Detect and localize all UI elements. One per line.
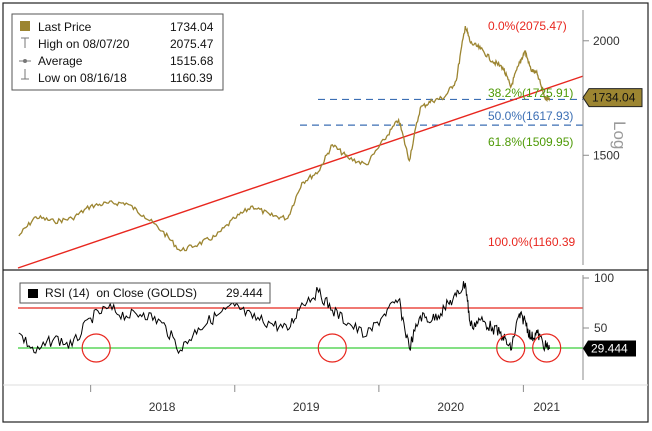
high-marker-icon bbox=[21, 37, 29, 48]
rsi-legend-value: 29.444 bbox=[226, 286, 263, 300]
low-marker-icon bbox=[21, 69, 29, 80]
legend-high-value: 2075.47 bbox=[170, 37, 214, 51]
rsi-legend-box bbox=[19, 282, 271, 304]
x-axis-ticks bbox=[90, 385, 524, 392]
fib-label-100: 100.0%(1160.39 bbox=[488, 235, 576, 249]
log-scale-label: Log bbox=[610, 121, 629, 149]
rsi-swatch-icon bbox=[28, 289, 38, 298]
x-label-2021: 2021 bbox=[533, 400, 560, 414]
legend-low-value: 1160.39 bbox=[170, 71, 213, 85]
legend-last-price-value: 1734.04 bbox=[170, 20, 214, 34]
rsi-low-circle bbox=[317, 333, 347, 363]
rsi-tick-label-100: 100 bbox=[594, 271, 614, 285]
x-label-2019: 2019 bbox=[293, 400, 320, 414]
legend-high-label: High on 08/07/20 bbox=[38, 37, 130, 51]
legend-average-value: 1515.68 bbox=[170, 54, 214, 68]
rsi-low-circle bbox=[496, 333, 526, 363]
price-line bbox=[18, 25, 551, 252]
rsi-oversold-circles bbox=[81, 333, 562, 363]
legend-average-label: Average bbox=[38, 54, 83, 68]
last-price-tag bbox=[582, 88, 643, 108]
rsi-low-circle bbox=[532, 333, 562, 363]
rsi-last-value-tag bbox=[583, 340, 636, 357]
price-tick-label-1500: 1500 bbox=[593, 148, 620, 162]
fib-label-382: 38.2%(1725.91) bbox=[488, 86, 573, 100]
fib-label-0: 0.0%(2075.47) bbox=[488, 19, 567, 33]
price-swatch-icon bbox=[20, 21, 30, 31]
price-legend-box bbox=[11, 13, 224, 91]
rsi-line bbox=[18, 281, 550, 355]
support-trendline bbox=[17, 75, 584, 269]
legend-low-label: Low on 08/16/18 bbox=[38, 71, 127, 85]
fib-label-500: 50.0%(1617.93) bbox=[488, 109, 573, 123]
legend-last-price-label: Last Price bbox=[38, 20, 92, 34]
average-marker-icon bbox=[19, 59, 31, 63]
rsi-tick-label-50: 50 bbox=[594, 321, 608, 335]
rsi-low-circle bbox=[81, 333, 111, 363]
fib-label-618: 61.8%(1509.95) bbox=[488, 135, 573, 149]
price-tick-label-2000: 2000 bbox=[593, 34, 620, 48]
rsi-legend-label: RSI (14) on Close (GOLDS) bbox=[45, 286, 197, 300]
x-label-2020: 2020 bbox=[437, 400, 464, 414]
x-label-2018: 2018 bbox=[149, 400, 176, 414]
last-price-tag-value: 1734.04 bbox=[592, 91, 636, 105]
rsi-last-value-text: 29.444 bbox=[591, 342, 628, 356]
